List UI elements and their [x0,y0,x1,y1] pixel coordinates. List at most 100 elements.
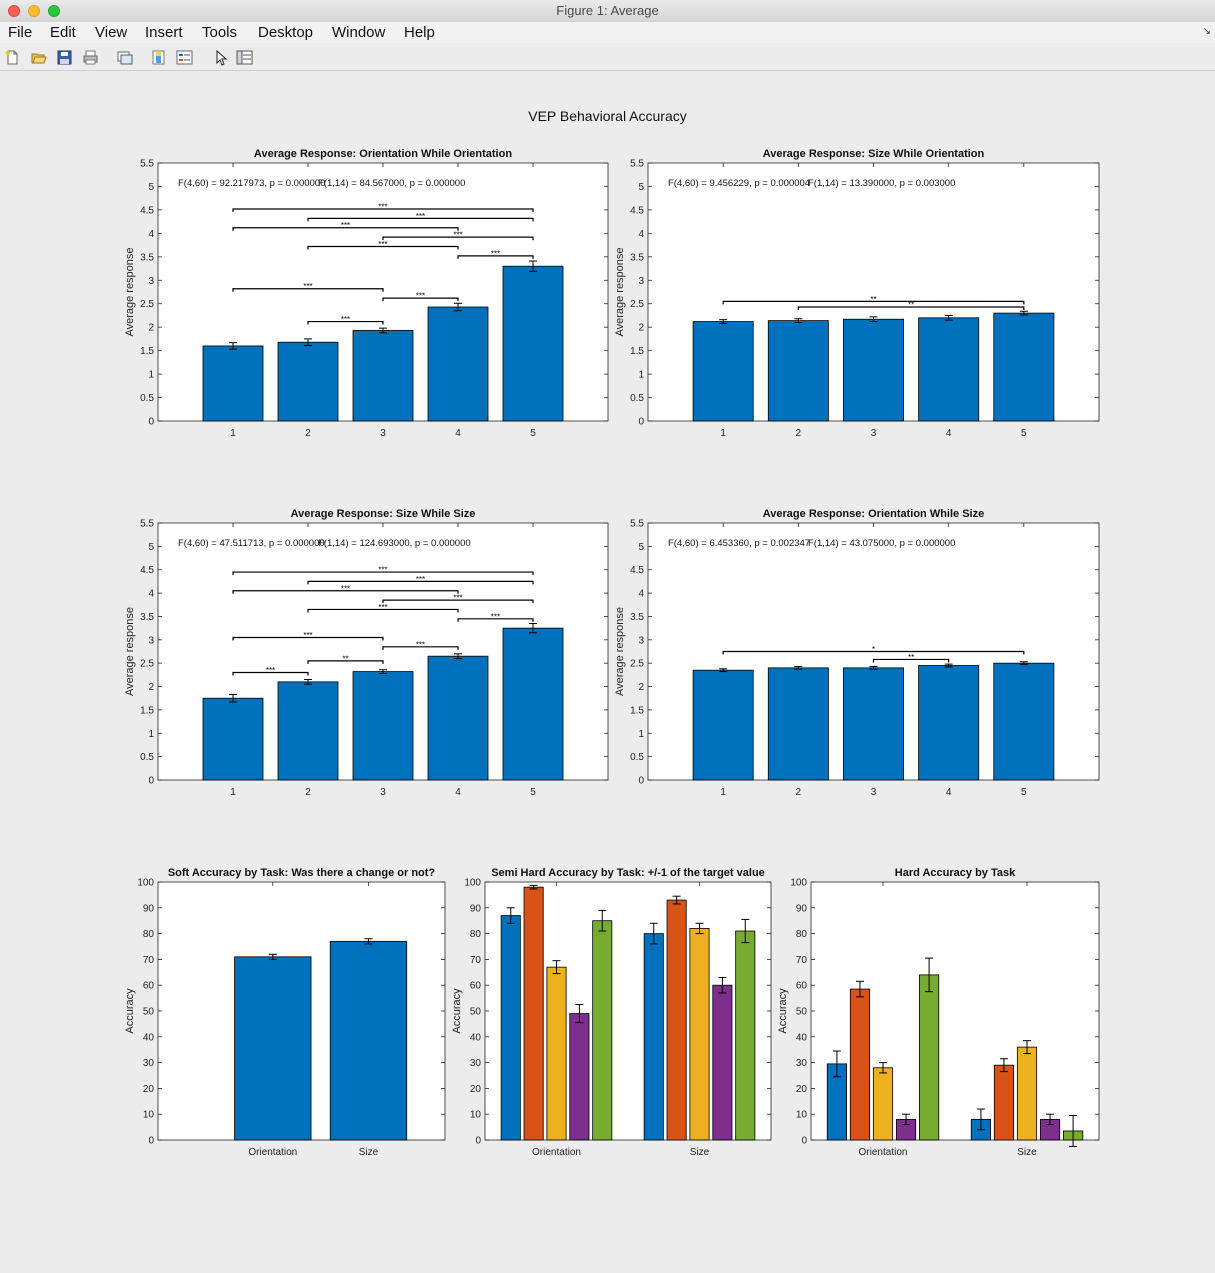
menu-edit[interactable]: Edit [50,24,76,41]
chart1-ytick-label: 1 [148,370,154,381]
chart3-significance-label: *** [266,666,275,675]
chart4-significance-bracket [722,650,1025,655]
chart4-title: Average Response: Orientation While Size [763,508,984,520]
chart5-bar [234,956,312,1141]
chart6-ytick-label: 30 [470,1058,482,1069]
chart4-xtick-label: 2 [796,787,802,798]
link-icon[interactable] [116,49,133,66]
chart7-ylabel: Accuracy [777,988,789,1034]
chart6-bar [689,928,710,1141]
chart7-ytick-label: 40 [796,1032,808,1043]
chart3-significance-bracket [232,590,459,594]
chart1-xtick-label: 5 [530,428,536,439]
print-icon[interactable] [82,49,99,66]
chart3-significance-label: *** [303,631,312,640]
open-icon[interactable] [30,49,47,66]
close-window-button[interactable] [8,5,20,17]
chart2-bar [843,318,904,422]
new-figure-icon[interactable] [4,49,21,66]
chart2-ylabel: Average response [614,247,626,336]
chart3-significance-label: ** [342,654,348,663]
chart4-ytick-label: 0 [638,776,644,787]
chart1-significance-bracket [232,288,384,292]
chart4-ylabel: Average response [614,607,626,696]
chart4-ytick-label: 0.5 [630,752,644,763]
chart1-ytick-label: 2 [148,323,154,334]
chart1-stats-annotation: F(4,60) = 92.217973, p = 0.000000 [178,178,325,189]
chart6-bar [500,915,521,1141]
chart7-ytick-label: 30 [796,1058,808,1069]
chart3-significance-label: *** [341,584,350,593]
zoom-window-button[interactable] [48,5,60,17]
property-editor-icon[interactable] [236,49,253,66]
chart5-ytick-label: 100 [137,878,154,889]
chart4-xtick-label: 4 [946,787,952,798]
chart3-ytick-label: 0 [148,776,154,787]
chart2-xtick-label: 1 [720,428,726,439]
menu-window[interactable]: Window [332,24,386,41]
menu-file[interactable]: File [8,24,33,41]
chart4-ytick-label: 3 [638,635,644,646]
chart1-bar [502,265,564,422]
chart3-bar [352,671,414,781]
pointer-icon[interactable] [212,49,229,66]
menu-insert[interactable]: Insert [145,24,183,41]
chart4-ytick-label: 5.5 [630,519,644,530]
chart3-ylabel: Average response [124,607,136,696]
menu-desktop[interactable]: Desktop [258,24,314,41]
chart7-ytick-label: 20 [796,1084,808,1095]
legend-icon[interactable] [176,49,193,66]
chart1-bar [427,306,489,422]
chart7-ytick-label: 70 [796,955,808,966]
chart1-xtick-label: 2 [305,428,311,439]
chart1-ytick-label: 3 [148,276,154,287]
chart6-ytick-label: 90 [470,903,482,914]
chart2-ytick-label: 5 [638,182,644,193]
menu-tools[interactable]: Tools [202,24,238,41]
figure-title: VEP Behavioral Accuracy [528,108,687,124]
chart3-ytick-label: 3.5 [140,612,154,623]
chart2-bar [767,320,829,422]
chart3-significance-label: *** [378,566,387,575]
chart6-ytick-label: 20 [470,1084,482,1095]
chart2-significance-label: ** [870,295,876,304]
menu-help[interactable]: Help [404,24,435,41]
chart2-ytick-label: 2 [638,323,644,334]
chart6-bar [546,966,567,1141]
chart3-significance-bracket [307,608,459,613]
menu-view[interactable]: View [95,24,128,41]
chart3-significance-bracket [232,636,384,641]
minimize-window-button[interactable] [28,5,40,17]
chart7-bar [1016,1046,1038,1141]
chart1-significance-bracket [307,217,534,222]
chart5-ytick-label: 20 [143,1084,155,1095]
chart1-significance-bracket [457,255,534,259]
chart5-title: Soft Accuracy by Task: Was there a chang… [168,867,436,879]
chart5-ylabel: Accuracy [124,988,136,1034]
chart3-significance-bracket [307,580,534,585]
chart4-bar [692,669,754,781]
chart3-significance-bracket [382,599,534,604]
chart5-ytick-label: 70 [143,955,155,966]
chart1-bar [202,345,264,422]
dock-arrow-icon[interactable]: ↘ [1202,26,1211,37]
chart1-ytick-label: 3.5 [140,252,154,263]
chart2-ytick-label: 4.5 [630,205,644,216]
chart4-xtick-label: 5 [1021,787,1027,798]
chart5-ytick-label: 0 [148,1136,154,1147]
chart3-xtick-label: 5 [530,787,536,798]
menu-bar: File Edit View Insert Tools Desktop Wind… [0,22,1215,43]
chart7-bar [872,1067,894,1141]
chart6-ytick-label: 70 [470,955,482,966]
chart3-significance-label: *** [453,594,462,603]
colorbar-icon[interactable] [150,49,167,66]
chart6-ytick-label: 100 [464,878,481,889]
chart1-significance-label: *** [341,315,350,324]
chart3-ytick-label: 2 [148,682,154,693]
chart4-ytick-label: 3.5 [630,612,644,623]
chart1-ytick-label: 4.5 [140,205,154,216]
chart1-xtick-label: 1 [230,428,236,439]
chart1-significance-label: *** [453,231,462,240]
save-icon[interactable] [56,49,73,66]
chart6-bar [569,1013,590,1141]
